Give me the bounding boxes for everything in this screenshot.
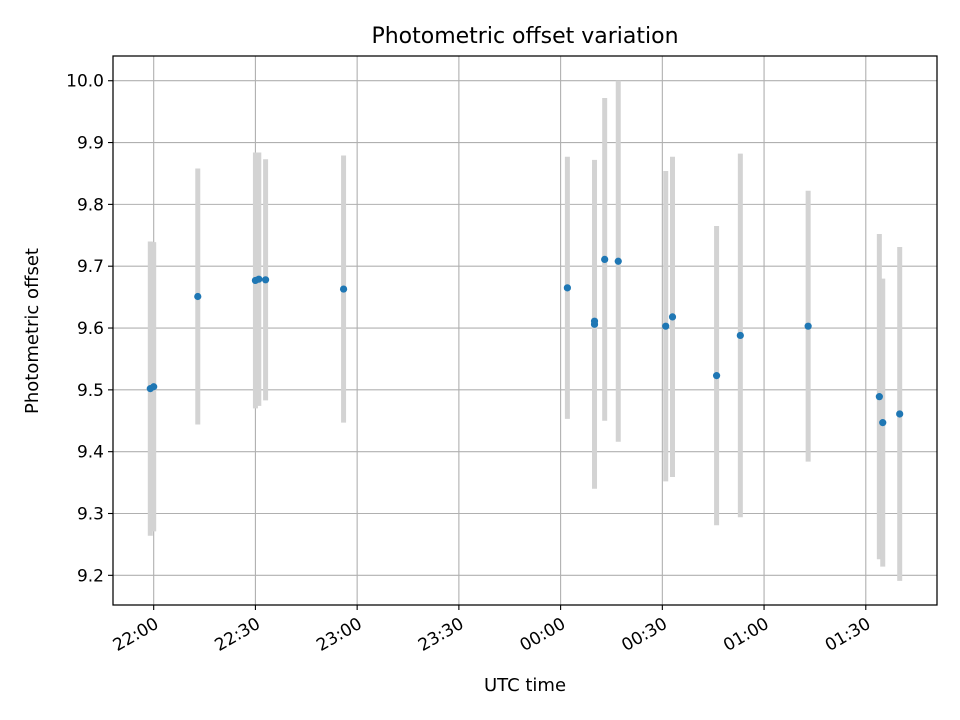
data-point bbox=[896, 410, 904, 418]
data-point bbox=[712, 372, 721, 380]
y-tick-label: 9.6 bbox=[77, 319, 104, 339]
data-point bbox=[804, 322, 812, 330]
data-point bbox=[255, 275, 263, 283]
y-tick-label: 9.4 bbox=[77, 443, 104, 463]
plot-frame bbox=[112, 55, 938, 606]
data-point bbox=[662, 322, 670, 330]
data-point bbox=[339, 285, 348, 293]
data-point bbox=[563, 284, 571, 292]
y-tick-label: 9.7 bbox=[77, 257, 104, 277]
data-points bbox=[146, 255, 904, 427]
data-point bbox=[668, 313, 677, 321]
data-point bbox=[150, 383, 158, 391]
data-point bbox=[614, 257, 622, 265]
data-point bbox=[194, 292, 202, 301]
data-point bbox=[590, 317, 599, 325]
data-point bbox=[261, 276, 270, 284]
y-tick-label: 9.8 bbox=[77, 195, 104, 215]
y-tick-label: 9.3 bbox=[77, 505, 104, 525]
y-axis-label: Photometric offset bbox=[22, 248, 43, 414]
x-axis-label: UTC time bbox=[484, 675, 566, 696]
y-tick-label: 9.9 bbox=[77, 134, 104, 154]
data-point bbox=[875, 393, 883, 401]
data-point bbox=[601, 255, 609, 264]
grid bbox=[113, 56, 937, 605]
chart-title: Photometric offset variation bbox=[371, 24, 678, 49]
y-tick-label: 9.2 bbox=[77, 566, 104, 586]
y-tick-label: 10.0 bbox=[66, 72, 104, 92]
data-point bbox=[736, 331, 744, 340]
y-tick-label: 9.5 bbox=[77, 381, 104, 401]
data-point bbox=[879, 419, 887, 427]
